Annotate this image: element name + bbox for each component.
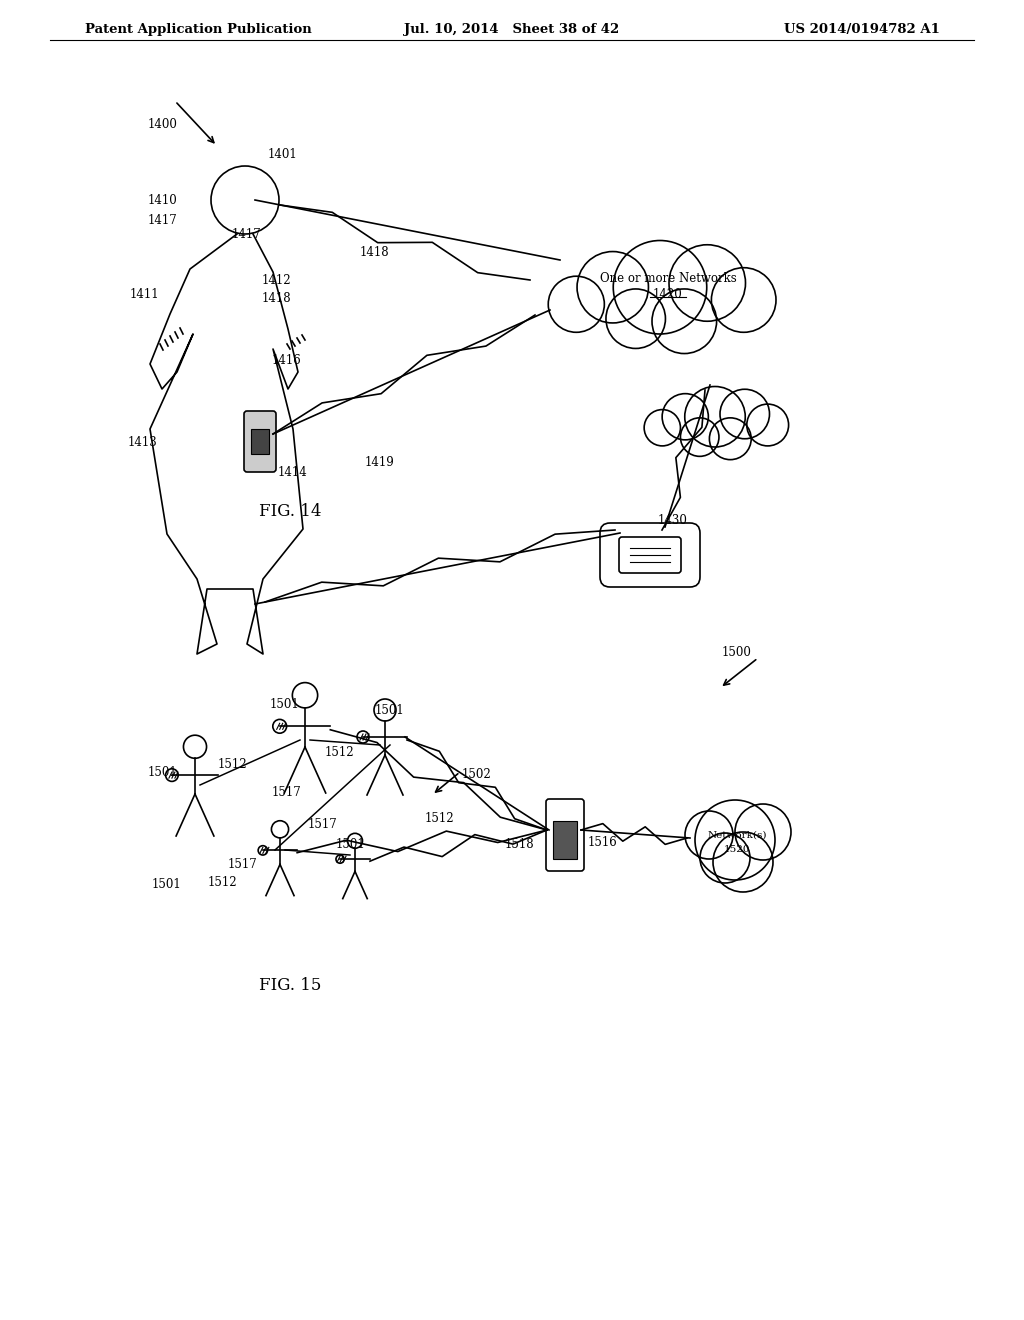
- Circle shape: [663, 395, 708, 440]
- Text: 1501: 1501: [375, 704, 404, 717]
- FancyBboxPatch shape: [553, 821, 577, 859]
- Circle shape: [710, 418, 751, 459]
- Text: 1418: 1418: [360, 246, 389, 259]
- Text: 1417: 1417: [148, 214, 178, 227]
- Text: 1420: 1420: [653, 288, 683, 301]
- Text: 1512: 1512: [325, 746, 354, 759]
- Text: 1520: 1520: [724, 845, 751, 854]
- Text: 1501: 1501: [270, 698, 300, 711]
- Circle shape: [696, 801, 774, 879]
- Text: 1414: 1414: [278, 466, 308, 479]
- Text: US 2014/0194782 A1: US 2014/0194782 A1: [784, 24, 940, 37]
- Text: 1517: 1517: [308, 818, 338, 832]
- Circle shape: [714, 833, 772, 891]
- Text: 1512: 1512: [425, 812, 455, 825]
- Text: 1512: 1512: [218, 759, 248, 771]
- Text: One or more Networks: One or more Networks: [600, 272, 736, 285]
- Circle shape: [606, 289, 665, 348]
- Text: 1417: 1417: [232, 228, 262, 242]
- Text: 1518: 1518: [505, 838, 535, 851]
- Text: FIG. 15: FIG. 15: [259, 977, 322, 994]
- Text: 1419: 1419: [365, 455, 394, 469]
- Text: 1501: 1501: [152, 879, 181, 891]
- Circle shape: [578, 252, 648, 322]
- Text: 1400: 1400: [148, 119, 178, 132]
- Text: 1410: 1410: [148, 194, 178, 206]
- Circle shape: [685, 387, 744, 446]
- Text: 1411: 1411: [130, 289, 160, 301]
- Text: Patent Application Publication: Patent Application Publication: [85, 24, 311, 37]
- Circle shape: [686, 812, 732, 858]
- Text: 1500: 1500: [722, 645, 752, 659]
- Circle shape: [681, 418, 719, 455]
- Circle shape: [736, 805, 791, 859]
- Circle shape: [700, 834, 750, 882]
- Text: 1501: 1501: [336, 838, 366, 851]
- Circle shape: [721, 389, 769, 438]
- Text: 1412: 1412: [262, 273, 292, 286]
- Text: 1501: 1501: [148, 766, 178, 779]
- FancyBboxPatch shape: [244, 411, 276, 473]
- Text: 1517: 1517: [228, 858, 258, 871]
- Circle shape: [614, 242, 706, 333]
- Circle shape: [712, 268, 775, 331]
- Circle shape: [670, 246, 744, 321]
- Circle shape: [748, 404, 788, 445]
- Text: 1413: 1413: [128, 436, 158, 449]
- Text: 1517: 1517: [272, 785, 302, 799]
- Circle shape: [652, 289, 716, 352]
- Text: 1512: 1512: [208, 875, 238, 888]
- Text: 1401: 1401: [268, 149, 298, 161]
- Text: Jul. 10, 2014   Sheet 38 of 42: Jul. 10, 2014 Sheet 38 of 42: [404, 24, 620, 37]
- Text: Network(s): Network(s): [708, 830, 767, 840]
- Text: 1418: 1418: [262, 292, 292, 305]
- Circle shape: [549, 277, 604, 331]
- Text: 1430: 1430: [658, 513, 688, 527]
- Text: 1502: 1502: [462, 768, 492, 781]
- FancyBboxPatch shape: [251, 429, 269, 454]
- Text: 1416: 1416: [272, 354, 302, 367]
- Text: 1516: 1516: [588, 836, 617, 849]
- Text: FIG. 14: FIG. 14: [259, 503, 322, 520]
- Circle shape: [644, 411, 680, 446]
